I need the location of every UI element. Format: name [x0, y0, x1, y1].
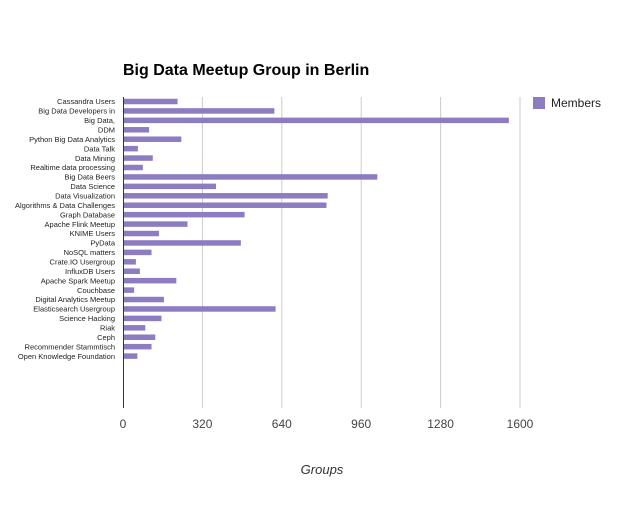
bar: [123, 230, 159, 237]
legend: Members: [533, 96, 601, 110]
bar: [123, 221, 188, 227]
category-label: Elasticsearch Usergroup: [33, 305, 115, 314]
bars: [123, 98, 509, 359]
category-label: Big Data,: [84, 116, 115, 125]
x-tick-label: 0: [120, 417, 127, 431]
category-label: Cassandra Users: [57, 97, 115, 106]
bar: [123, 277, 177, 284]
bar: [123, 183, 217, 190]
bar: [123, 98, 178, 105]
category-label: Crate.IO Usergroup: [50, 258, 115, 267]
bar: [123, 211, 245, 218]
x-axis-label: Groups: [301, 462, 344, 477]
bar: [123, 202, 327, 208]
category-label: Recommender Stammtisch: [25, 342, 115, 351]
category-label: Digital Analytics Meetup: [35, 295, 115, 304]
category-label: Ceph: [97, 333, 115, 342]
bar: [123, 164, 143, 171]
x-tick-label: 960: [351, 417, 371, 431]
category-label: KNIME Users: [70, 229, 116, 238]
category-label: Open Knowledge Foundation: [18, 352, 115, 361]
category-label: DDM: [98, 125, 115, 134]
category-label: Science Hacking: [59, 314, 115, 323]
legend-swatch: [533, 97, 545, 109]
x-tick-label: 1600: [507, 417, 534, 431]
bar: [123, 174, 378, 180]
bar: [123, 259, 136, 265]
x-tick-labels: 0 320 640 960 1280 1600: [120, 417, 534, 431]
bar: [123, 315, 162, 322]
bar: [123, 108, 275, 114]
bar: [123, 145, 138, 152]
category-label: Algorithms & Data Challenges: [15, 201, 115, 210]
bar: [123, 117, 509, 124]
x-tick-label: 320: [192, 417, 212, 431]
bar: [123, 306, 276, 312]
bar: [123, 155, 153, 161]
category-label: Couchbase: [77, 286, 115, 295]
bar: [123, 296, 164, 303]
category-label: Apache Flink Meetup: [45, 220, 115, 229]
category-label: Data Science: [70, 182, 115, 191]
category-label: Data Talk: [84, 144, 115, 153]
bar: [123, 343, 152, 350]
bar: [123, 334, 156, 340]
bar: [123, 193, 328, 199]
gridlines: [201, 97, 521, 408]
category-label: Big Data Beers: [65, 173, 116, 182]
category-label: Big Data Developers in: [38, 107, 115, 116]
category-label: Apache Spark Meetup: [41, 276, 115, 285]
bar: [123, 249, 152, 256]
category-label: Data Visualization: [55, 192, 115, 201]
chart-title: Big Data Meetup Group in Berlin: [123, 62, 369, 79]
bar: [123, 127, 150, 133]
bar: [123, 325, 146, 331]
category-label: Data Mining: [75, 154, 115, 163]
category-label: Python Big Data Analytics: [29, 135, 115, 144]
bar: [123, 240, 241, 246]
bar: [123, 136, 182, 142]
bar: [123, 353, 138, 359]
category-label: Graph Database: [60, 210, 115, 219]
category-label: Realtime data processing: [30, 163, 115, 172]
x-tick-label: 1280: [427, 417, 454, 431]
bar: [123, 268, 140, 274]
x-tick-label: 640: [272, 417, 292, 431]
bar: [123, 287, 135, 293]
category-label: Riak: [100, 324, 115, 333]
category-label: NoSQL matters: [64, 248, 116, 257]
legend-label: Members: [551, 96, 601, 110]
category-label: PyData: [90, 239, 115, 248]
category-label: InfluxDB Users: [65, 267, 115, 276]
